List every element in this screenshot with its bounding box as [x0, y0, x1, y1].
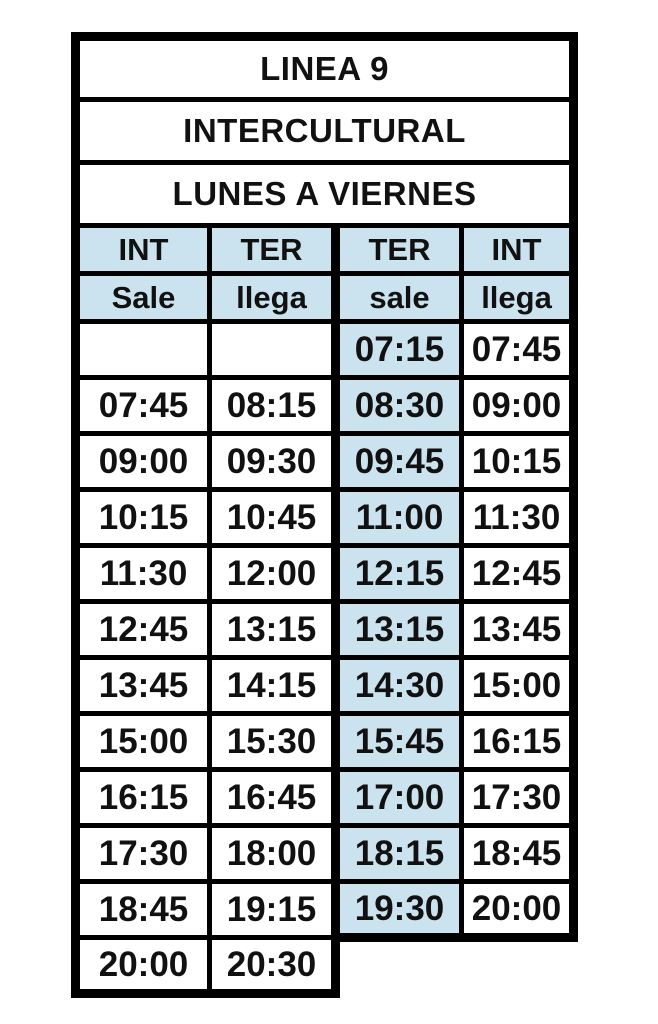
time-cell: 18:45 [71, 879, 212, 940]
title-row-days: LUNES A VIERNES [70, 160, 579, 228]
time-cell: 16:45 [207, 767, 338, 828]
time-cell: 15:00 [71, 711, 212, 772]
time-cell: 11:30 [71, 543, 212, 604]
time-cell: 13:45 [458, 599, 579, 660]
time-cell: 08:15 [207, 375, 338, 436]
time-cell: 07:45 [71, 375, 212, 436]
time-cell: 09:00 [71, 431, 212, 492]
time-cell: 11:00 [331, 487, 464, 548]
days-title: LUNES A VIERNES [70, 160, 579, 228]
empty-cell [207, 319, 338, 380]
header-cell-ter-out: TER [331, 223, 464, 276]
time-cell: 12:45 [71, 599, 212, 660]
header-cell-ter-in: TER [207, 223, 338, 276]
route-title: INTERCULTURAL [70, 97, 579, 165]
time-cell: 07:15 [331, 319, 464, 380]
table-row: 07:15 07:45 [71, 319, 579, 380]
header-cell-int-in: INT [458, 223, 579, 276]
time-cell: 19:30 [331, 879, 464, 942]
table-row-last: 20:00 20:30 [71, 935, 574, 998]
header-cell-llega-2: llega [458, 271, 579, 324]
table-row: 13:45 14:15 14:30 15:00 [71, 655, 579, 716]
time-cell: 10:15 [71, 487, 212, 548]
time-cell: 17:30 [458, 767, 579, 828]
title-row-line: LINEA 9 [70, 32, 579, 102]
table-row: 11:30 12:00 12:15 12:45 [71, 543, 579, 604]
time-cell: 15:00 [458, 655, 579, 716]
time-cell: 20:00 [458, 879, 579, 942]
time-cell: 17:30 [71, 823, 212, 884]
time-cell: 14:30 [331, 655, 464, 716]
time-cell: 09:30 [207, 431, 338, 492]
time-cell: 15:45 [331, 711, 464, 772]
table-row: 10:15 10:45 11:00 11:30 [71, 487, 579, 548]
time-cell: 13:45 [71, 655, 212, 716]
empty-cell [71, 319, 212, 380]
header-row-sale-llega: Sale llega sale llega [71, 271, 579, 324]
time-cell: 10:45 [207, 487, 338, 548]
time-cell: 18:45 [458, 823, 579, 884]
table-row: 18:45 19:15 19:30 20:00 [71, 879, 579, 942]
line-title: LINEA 9 [70, 32, 579, 102]
header-row-terminals: INT TER TER INT [71, 223, 579, 276]
time-cell: 12:45 [458, 543, 579, 604]
timetable: LINEA 9 INTERCULTURAL LUNES A VIERNES IN… [70, 32, 579, 998]
header-cell-llega-1: llega [207, 271, 338, 324]
header-cell-sale-1: Sale [71, 271, 212, 324]
time-cell: 08:30 [331, 375, 464, 436]
table-row: 17:30 18:00 18:15 18:45 [71, 823, 579, 884]
time-cell: 16:15 [458, 711, 579, 772]
time-cell: 11:30 [458, 487, 579, 548]
time-cell: 17:00 [331, 767, 464, 828]
table-row: 16:15 16:45 17:00 17:30 [71, 767, 579, 828]
table-row: 09:00 09:30 09:45 10:15 [71, 431, 579, 492]
time-cell: 12:15 [331, 543, 464, 604]
table-row: 12:45 13:15 13:15 13:45 [71, 599, 579, 660]
header-cell-sale-2: sale [331, 271, 464, 324]
title-row-route: INTERCULTURAL [70, 97, 579, 165]
time-cell: 16:15 [71, 767, 212, 828]
time-cell: 18:00 [207, 823, 338, 884]
time-cell: 13:15 [207, 599, 338, 660]
time-cell: 20:00 [71, 935, 212, 998]
time-cell: 20:30 [207, 935, 340, 998]
time-cell: 07:45 [458, 319, 579, 380]
table-row: 15:00 15:30 15:45 16:15 [71, 711, 579, 772]
time-cell: 13:15 [331, 599, 464, 660]
time-cell: 12:00 [207, 543, 338, 604]
header-cell-int-out: INT [71, 223, 212, 276]
time-cell: 09:00 [458, 375, 579, 436]
time-cell: 15:30 [207, 711, 338, 772]
time-cell: 18:15 [331, 823, 464, 884]
time-cell: 14:15 [207, 655, 338, 716]
table-row: 07:45 08:15 08:30 09:00 [71, 375, 579, 436]
time-cell: 09:45 [331, 431, 464, 492]
time-cell: 19:15 [207, 879, 338, 940]
time-cell: 10:15 [458, 431, 579, 492]
